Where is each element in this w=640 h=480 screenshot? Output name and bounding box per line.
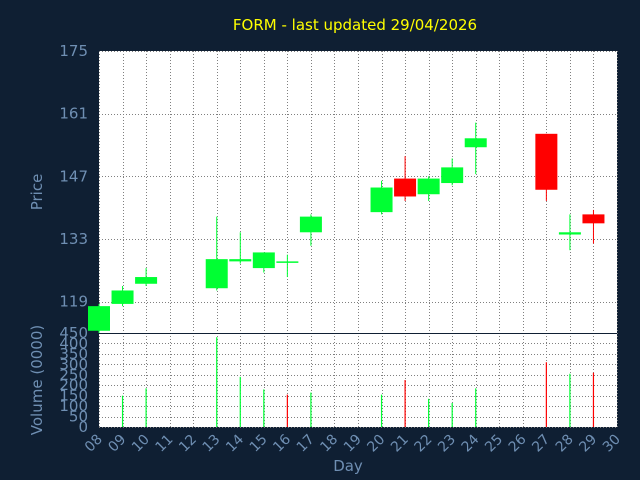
volume-tick-label: 300 bbox=[59, 355, 88, 373]
candle-body bbox=[535, 133, 558, 190]
candle bbox=[88, 303, 110, 333]
grid-layer bbox=[99, 51, 618, 428]
candle-body bbox=[135, 277, 158, 284]
candle bbox=[276, 254, 299, 278]
day-tick-label: 18 bbox=[317, 432, 341, 456]
candle-body bbox=[558, 232, 581, 235]
volume-axis-label: Volume (0000) bbox=[28, 325, 46, 435]
day-tick-label: 28 bbox=[553, 432, 577, 456]
volume-tick-label: 200 bbox=[59, 376, 88, 394]
candle bbox=[582, 209, 605, 244]
day-tick-label: 12 bbox=[176, 432, 200, 456]
day-tick-label: 19 bbox=[341, 432, 365, 456]
price-tick-label: 175 bbox=[59, 42, 88, 60]
candle-body bbox=[370, 187, 393, 213]
volume-tick-label: 450 bbox=[59, 324, 88, 342]
candle-body bbox=[229, 259, 252, 262]
day-tick-label: 17 bbox=[294, 432, 318, 456]
candle-body bbox=[299, 216, 322, 233]
candle-body bbox=[111, 290, 134, 304]
title-layer: FORM - last updated 29/04/2026 bbox=[233, 16, 477, 34]
day-tick-label: 21 bbox=[388, 432, 412, 456]
candle bbox=[558, 214, 581, 251]
candle bbox=[394, 156, 417, 201]
candle-body bbox=[205, 259, 228, 289]
x-axis-label: Day bbox=[333, 457, 363, 475]
candle bbox=[535, 133, 558, 201]
day-tick-label: 30 bbox=[600, 432, 624, 456]
candle-body bbox=[417, 178, 440, 195]
candle bbox=[441, 158, 464, 186]
volume-bars-layer bbox=[121, 337, 595, 427]
day-tick-label: 29 bbox=[576, 432, 600, 456]
candle bbox=[229, 232, 252, 264]
price-axis-label: Price bbox=[28, 174, 46, 211]
day-tick-label: 22 bbox=[412, 432, 436, 456]
volume-tick-label: 50 bbox=[69, 408, 88, 426]
day-tick-label: 09 bbox=[105, 432, 129, 456]
chart-title: FORM - last updated 29/04/2026 bbox=[233, 16, 477, 34]
price-tick-label: 161 bbox=[59, 105, 88, 123]
day-tick-label: 20 bbox=[364, 432, 388, 456]
candle-body bbox=[582, 214, 605, 224]
day-tick-label: 23 bbox=[435, 432, 459, 456]
candle bbox=[299, 214, 322, 246]
day-tick-labels: 08 09 10 11 12 13 14 15 16 17 18 19 20 21 22 23 24 25 26 27… bbox=[82, 431, 624, 455]
day-tick-label: 10 bbox=[129, 432, 153, 456]
candle-body bbox=[394, 178, 417, 197]
candle-body bbox=[464, 138, 487, 148]
candle bbox=[205, 216, 228, 291]
day-tick-label: 26 bbox=[506, 431, 530, 455]
price-tick-label: 133 bbox=[59, 230, 88, 248]
day-tick-label: 14 bbox=[223, 431, 247, 455]
day-tick-label: 25 bbox=[482, 432, 506, 456]
candle-body bbox=[252, 252, 275, 269]
candle bbox=[135, 268, 158, 286]
day-tick-label: 15 bbox=[247, 432, 271, 456]
candle bbox=[370, 180, 393, 215]
volume-tick-label: 0 bbox=[78, 418, 88, 436]
candle bbox=[464, 122, 487, 175]
candle-body bbox=[441, 167, 464, 184]
volume-tick-label: 100 bbox=[59, 397, 88, 415]
candle bbox=[417, 176, 440, 201]
candle-body bbox=[88, 306, 110, 331]
price-tick-label: 119 bbox=[59, 293, 88, 311]
price-tick-label: 147 bbox=[59, 167, 88, 185]
candles-layer bbox=[88, 122, 605, 333]
day-tick-label: 27 bbox=[529, 432, 553, 456]
volume-tick-label: 400 bbox=[59, 334, 88, 352]
volume-plot-area bbox=[99, 333, 617, 427]
volume-tick-label: 250 bbox=[59, 366, 88, 384]
candle-body bbox=[276, 261, 299, 263]
day-tick-label: 13 bbox=[200, 432, 224, 456]
price-tick-labels: 175 161 147 133 119 bbox=[59, 42, 88, 311]
day-tick-label: 11 bbox=[153, 432, 177, 456]
candle bbox=[252, 252, 275, 273]
volume-tick-label: 150 bbox=[59, 387, 88, 405]
volume-tick-label: 350 bbox=[59, 345, 88, 363]
day-tick-label: 24 bbox=[459, 431, 483, 455]
candle bbox=[111, 286, 134, 307]
day-tick-label: 16 bbox=[270, 431, 294, 455]
